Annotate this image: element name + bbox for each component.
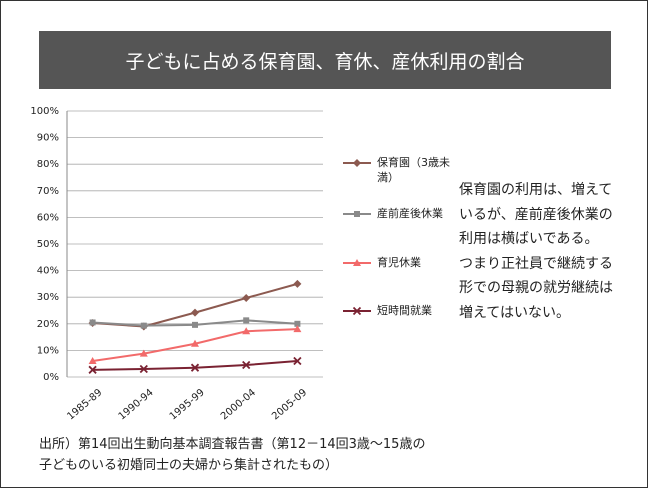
marker [88, 357, 97, 365]
marker [294, 320, 301, 327]
y-tick-label: 30% [37, 292, 59, 303]
y-tick-label: 50% [37, 239, 59, 250]
marker [353, 259, 361, 266]
chart-title: 子どもに占める保育園、育休、産休利用の割合 [39, 31, 611, 89]
legend-label: 短時間就業 [377, 304, 432, 317]
annotation: 利用は横ばいである。 [459, 231, 599, 247]
x-tick-label: 1990-94 [117, 387, 156, 422]
marker [89, 319, 96, 326]
y-tick-label: 0% [43, 372, 59, 383]
legend-label: 保育園（3歳未満） [377, 156, 450, 184]
marker [139, 349, 148, 357]
annotation: つまり正社員で継続する [459, 255, 613, 272]
legend-label: 産前産後休業 [377, 207, 443, 220]
marker [293, 279, 302, 288]
y-tick-label: 10% [37, 345, 59, 356]
x-tick-label: 2005-09 [270, 387, 309, 422]
marker [191, 339, 199, 347]
annotation: 保育園の利用は、増えて [459, 182, 613, 198]
legend-label: 育児休業 [377, 256, 421, 269]
y-tick-label: 100% [30, 106, 59, 117]
x-tick-label: 1985-89 [65, 387, 104, 422]
series-line [92, 282, 298, 328]
marker [140, 322, 147, 329]
marker [293, 356, 302, 366]
marker [88, 365, 97, 374]
marker [353, 159, 361, 167]
marker [242, 327, 251, 335]
x-tick-label: 1995-99 [168, 387, 207, 422]
marker [139, 364, 148, 374]
annotation: 増えてはいない。 [459, 304, 571, 321]
marker [242, 360, 251, 370]
marker [352, 306, 362, 316]
annotation: いるが、産前産後休業の [459, 206, 613, 223]
marker [192, 321, 198, 328]
y-tick-label: 70% [37, 186, 59, 197]
y-tick-label: 60% [37, 212, 59, 223]
y-tick-label: 90% [37, 133, 59, 144]
marker [293, 325, 302, 333]
marker [242, 293, 251, 302]
y-tick-label: 20% [37, 319, 59, 330]
marker [190, 363, 200, 372]
x-tick-label: 2000-04 [219, 387, 258, 422]
marker [354, 211, 360, 217]
y-tick-label: 40% [37, 266, 59, 277]
y-tick-label: 80% [37, 159, 59, 170]
annotation: 形での母親の就労継続は [459, 280, 613, 296]
source-note: 子どものいる初婚同士の夫婦から集計されたもの） [39, 458, 339, 473]
marker [191, 308, 199, 317]
source-note: 出所）第14回出生動向基本調査報告書（第12－14回3歳～15歳の [39, 437, 426, 452]
marker [243, 317, 250, 324]
